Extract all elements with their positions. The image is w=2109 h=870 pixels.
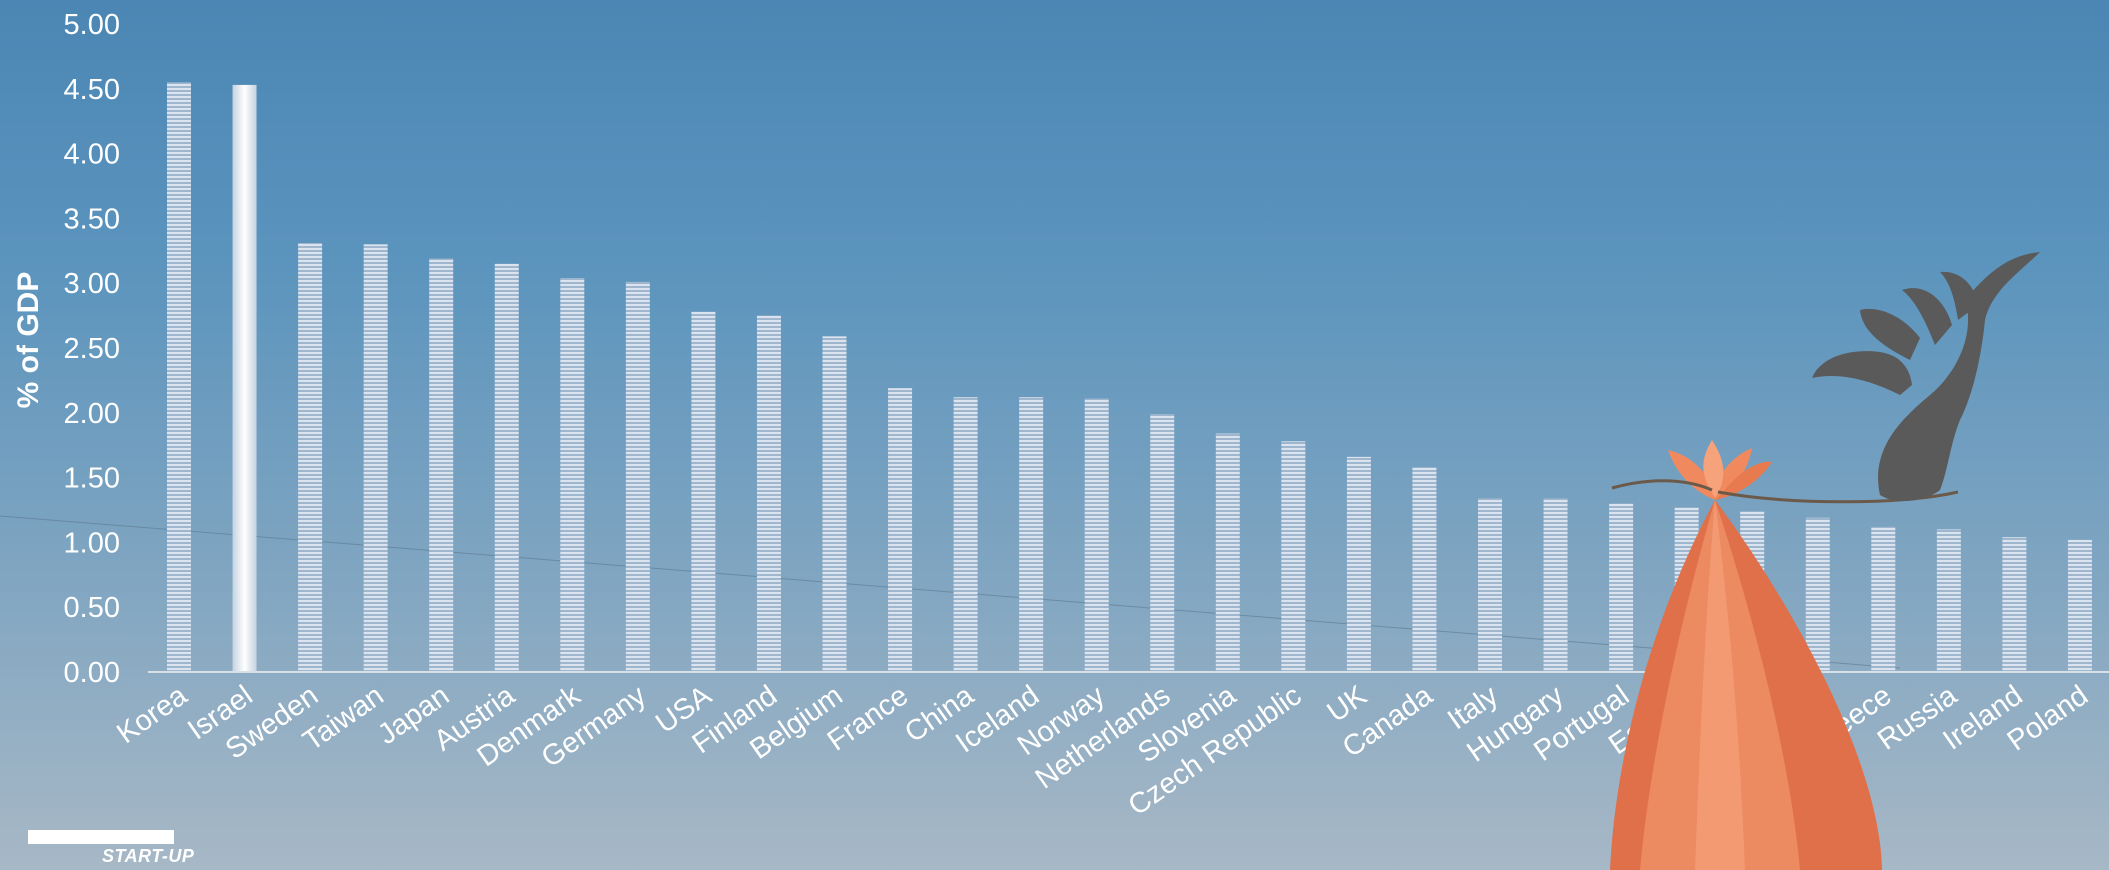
bar-denmark (560, 278, 585, 672)
y-tick-label: 0.50 (64, 592, 120, 624)
bar-uk (1346, 456, 1371, 672)
bar-germany (625, 281, 650, 672)
y-tick-label: 3.00 (64, 268, 120, 300)
y-tick-label: 5.00 (64, 9, 120, 41)
bar-austria (494, 263, 519, 672)
bar-belgium (822, 336, 847, 672)
bar-iceland (1019, 397, 1044, 672)
bar-canada (1412, 467, 1437, 672)
bar-italy (1478, 498, 1502, 672)
bar-taiwan (363, 244, 388, 672)
bar-korea (167, 82, 191, 672)
y-tick-label: 2.50 (64, 333, 120, 365)
y-tick-label: 3.50 (64, 203, 120, 235)
bar-portugal (1609, 503, 1634, 672)
sculpture-illustration (1610, 440, 1959, 870)
x-tick-label: Korea (111, 679, 193, 750)
bars (167, 82, 2092, 673)
bar-russia (1936, 529, 1961, 672)
bar-poland (2067, 539, 2092, 672)
bar-greece (1871, 526, 1896, 672)
bar-japan (429, 258, 454, 672)
bar-israel (232, 84, 257, 673)
bar-ireland (2002, 537, 2027, 672)
y-tick-label: 2.00 (64, 398, 120, 430)
bar-usa (691, 311, 716, 672)
bar-france (888, 388, 913, 672)
brand-logo-text: START-UP (102, 846, 195, 866)
y-tick-label: 4.00 (64, 139, 120, 171)
bar-slovenia (1215, 433, 1240, 672)
brand-bar (28, 830, 174, 844)
bar-czech-republic (1281, 441, 1306, 672)
bar-sweden (298, 243, 323, 673)
bar-spain (1805, 517, 1830, 672)
bar-finland (756, 315, 781, 672)
bar-china (953, 397, 978, 672)
y-tick-label: 0.00 (64, 657, 120, 689)
y-tick-label: 4.50 (64, 74, 120, 106)
y-axis-ticks: 0.00 0.50 1.00 1.50 2.00 2.50 3.00 3.50 4.00 4.50… (64, 9, 120, 689)
y-tick-label: 1.50 (64, 463, 120, 495)
y-axis-label: % of GDP (12, 272, 45, 409)
bar-hungary (1543, 498, 1568, 672)
y-tick-label: 1.00 (64, 527, 120, 559)
bar-netherlands (1150, 414, 1175, 672)
bar-norway (1084, 398, 1109, 672)
figure-illustration (1812, 252, 2040, 502)
